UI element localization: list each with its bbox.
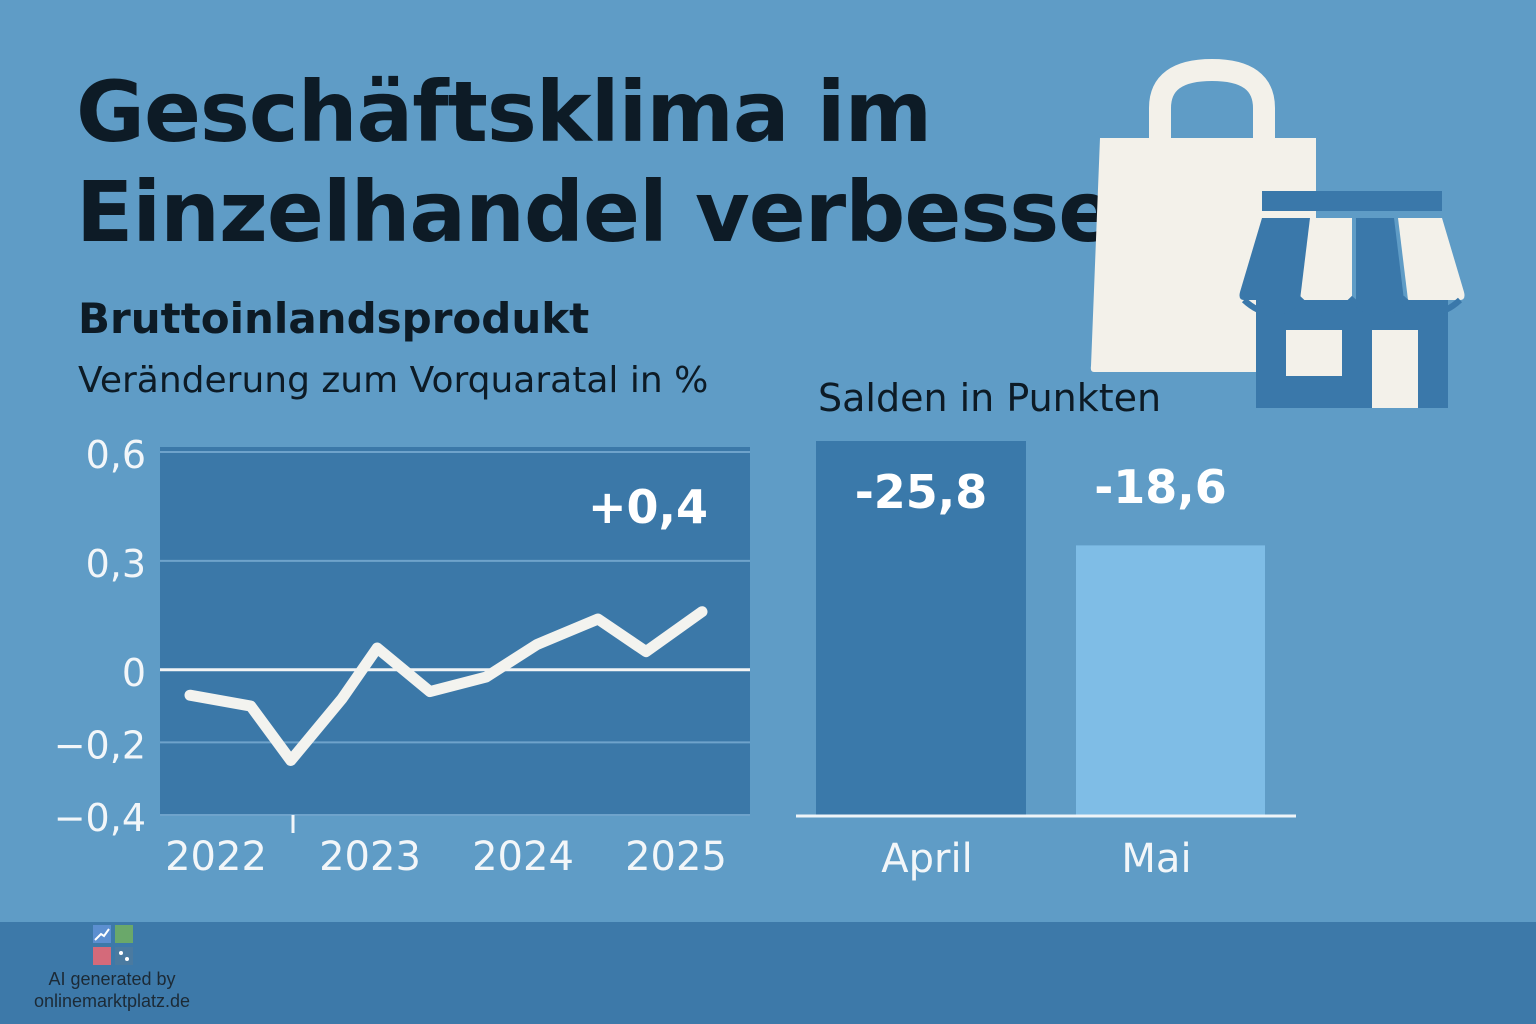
y-tick-label: 0 <box>122 651 146 695</box>
x-tick-label: 2025 <box>625 834 727 880</box>
x-tick-label: 2022 <box>165 834 267 880</box>
y-tick-label: 0,3 <box>86 542 146 586</box>
store-icon <box>1239 191 1465 408</box>
y-tick-label: 0,6 <box>86 433 146 477</box>
bar-category-label: Mai <box>1121 836 1191 882</box>
bar-april <box>816 441 1026 815</box>
line-plot-area <box>160 447 750 815</box>
gdp-latest-label: +0,4 <box>588 480 708 534</box>
x-tick-label: 2023 <box>319 834 421 880</box>
y-tick-label: −0,4 <box>54 796 146 840</box>
footer-band <box>0 922 1536 1024</box>
bar-mai <box>1076 545 1265 815</box>
bar-value-label: -18,6 <box>1094 460 1227 514</box>
bar-value-label: -25,8 <box>855 465 988 519</box>
bar-chart-unit-note: Salden in Punkten <box>818 376 1162 420</box>
title-line-1: Geschäftsklima im <box>76 63 932 161</box>
x-tick-label: 2024 <box>472 834 574 880</box>
gdp-series-line <box>184 606 708 766</box>
y-tick-label: −0,2 <box>54 723 146 767</box>
chart-unit-note: Veränderung zum Vorquaratal in % <box>78 360 709 401</box>
chart-subtitle: Bruttoinlandsprodukt <box>78 294 590 343</box>
title-line-2: Einzelhandel verbessert <box>76 163 1195 261</box>
bar-category-label: April <box>881 836 972 882</box>
credit-line-2: onlinemarktplatz.de <box>33 991 191 1011</box>
logo-icon <box>93 925 133 965</box>
page-title: Geschäftsklima im Einzelhandel verbesser… <box>76 62 1195 262</box>
ai-credit: AI generated by onlinemarktplatz.de <box>20 968 204 1012</box>
credit-line-1: AI generated by <box>48 969 176 989</box>
